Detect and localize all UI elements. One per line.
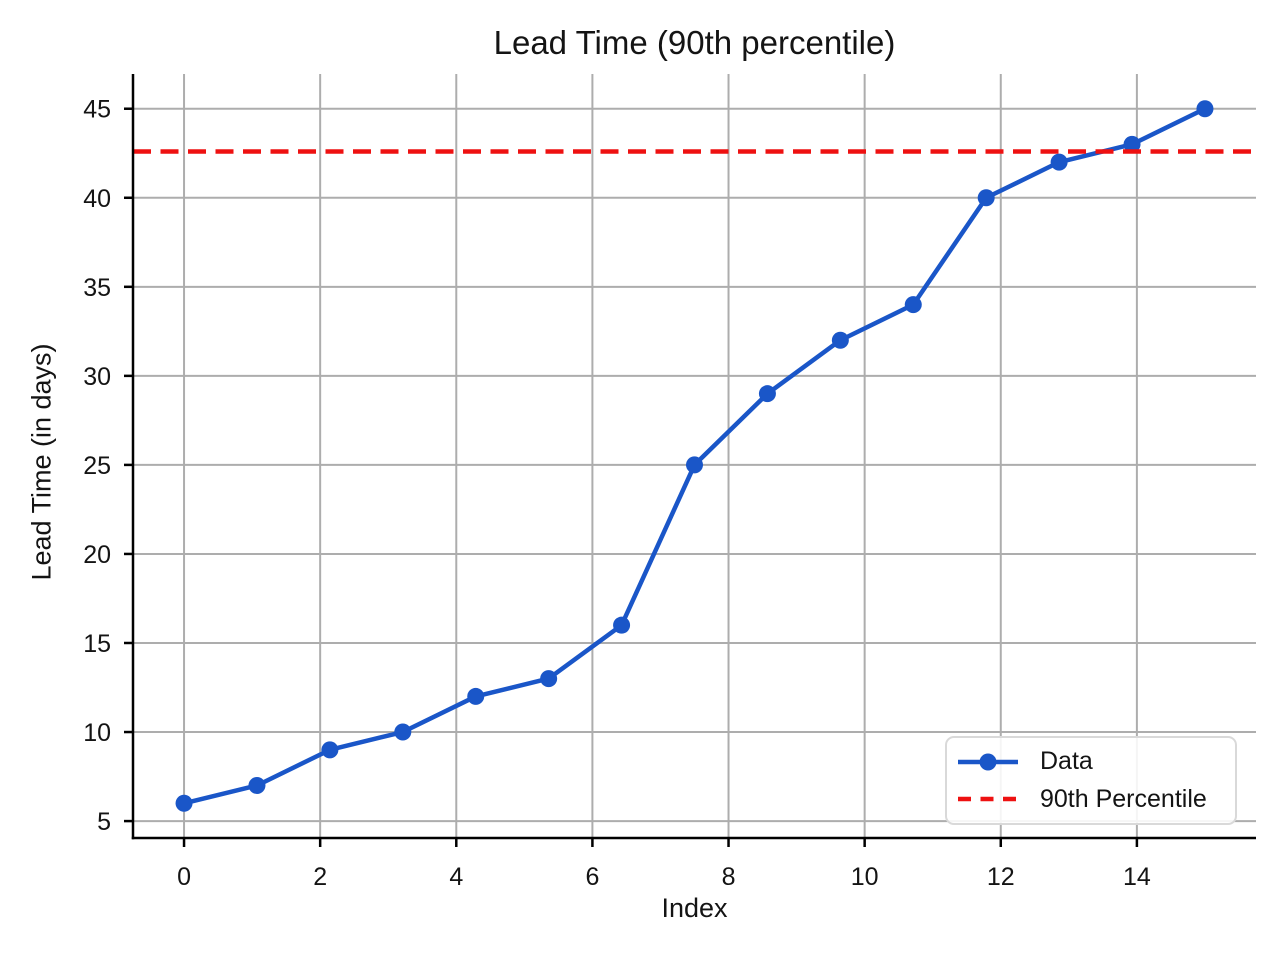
legend-label-data: Data [1040,747,1093,776]
x-tick-label: 4 [449,863,463,891]
data-point-marker [904,296,922,314]
x-tick-label: 0 [177,863,191,891]
data-point-marker [977,189,995,207]
gridlines [133,74,1256,838]
legend-label-percentile: 90th Percentile [1040,784,1207,813]
y-tick-label: 40 [83,185,111,213]
data-line [181,106,1208,806]
data-point-marker [321,741,339,759]
x-tick-label: 10 [851,863,879,891]
y-tick-label: 5 [97,808,111,836]
y-tick-label: 30 [83,363,111,391]
y-tick-label: 45 [83,96,111,124]
x-axis-label: Index [661,893,728,923]
chart-title: Lead Time (90th percentile) [493,24,896,61]
data-point-marker [831,331,849,349]
data-point-marker [467,687,485,705]
data-point-marker [758,385,776,403]
data-point-marker [175,794,193,812]
y-tick-label: 35 [83,274,111,302]
data-point-marker [540,670,558,688]
x-tick-label: 2 [313,863,327,891]
y-tick-label: 15 [83,630,111,658]
percentile-line-sample-icon [958,797,1018,802]
x-tick-label: 8 [722,863,736,891]
data-point-marker [1123,135,1141,153]
x-tick-label: 14 [1123,863,1151,891]
y-axis-label: Lead Time (in days) [26,343,57,581]
y-tick-label: 20 [83,541,111,569]
legend: Data 90th Percentile [945,736,1237,825]
data-line-sample-icon [958,753,1018,771]
data-point-marker [394,723,412,741]
x-tick-label: 6 [585,863,599,891]
legend-item-percentile: 90th Percentile [957,781,1225,817]
axis-ticks: 0 2 4 6 8 10 12 14 5 10 15 20 25 30 35 40 45 [83,96,1151,891]
x-tick-label: 12 [987,863,1015,891]
y-tick-label: 25 [83,452,111,480]
data-point-marker [1196,100,1214,118]
data-point-marker [1050,153,1068,171]
data-point-marker [686,456,703,474]
y-tick-label: 10 [83,719,111,747]
data-markers [175,100,1214,812]
legend-item-data: Data [957,744,1225,780]
data-point-marker [248,776,266,794]
data-point-marker [613,616,631,634]
